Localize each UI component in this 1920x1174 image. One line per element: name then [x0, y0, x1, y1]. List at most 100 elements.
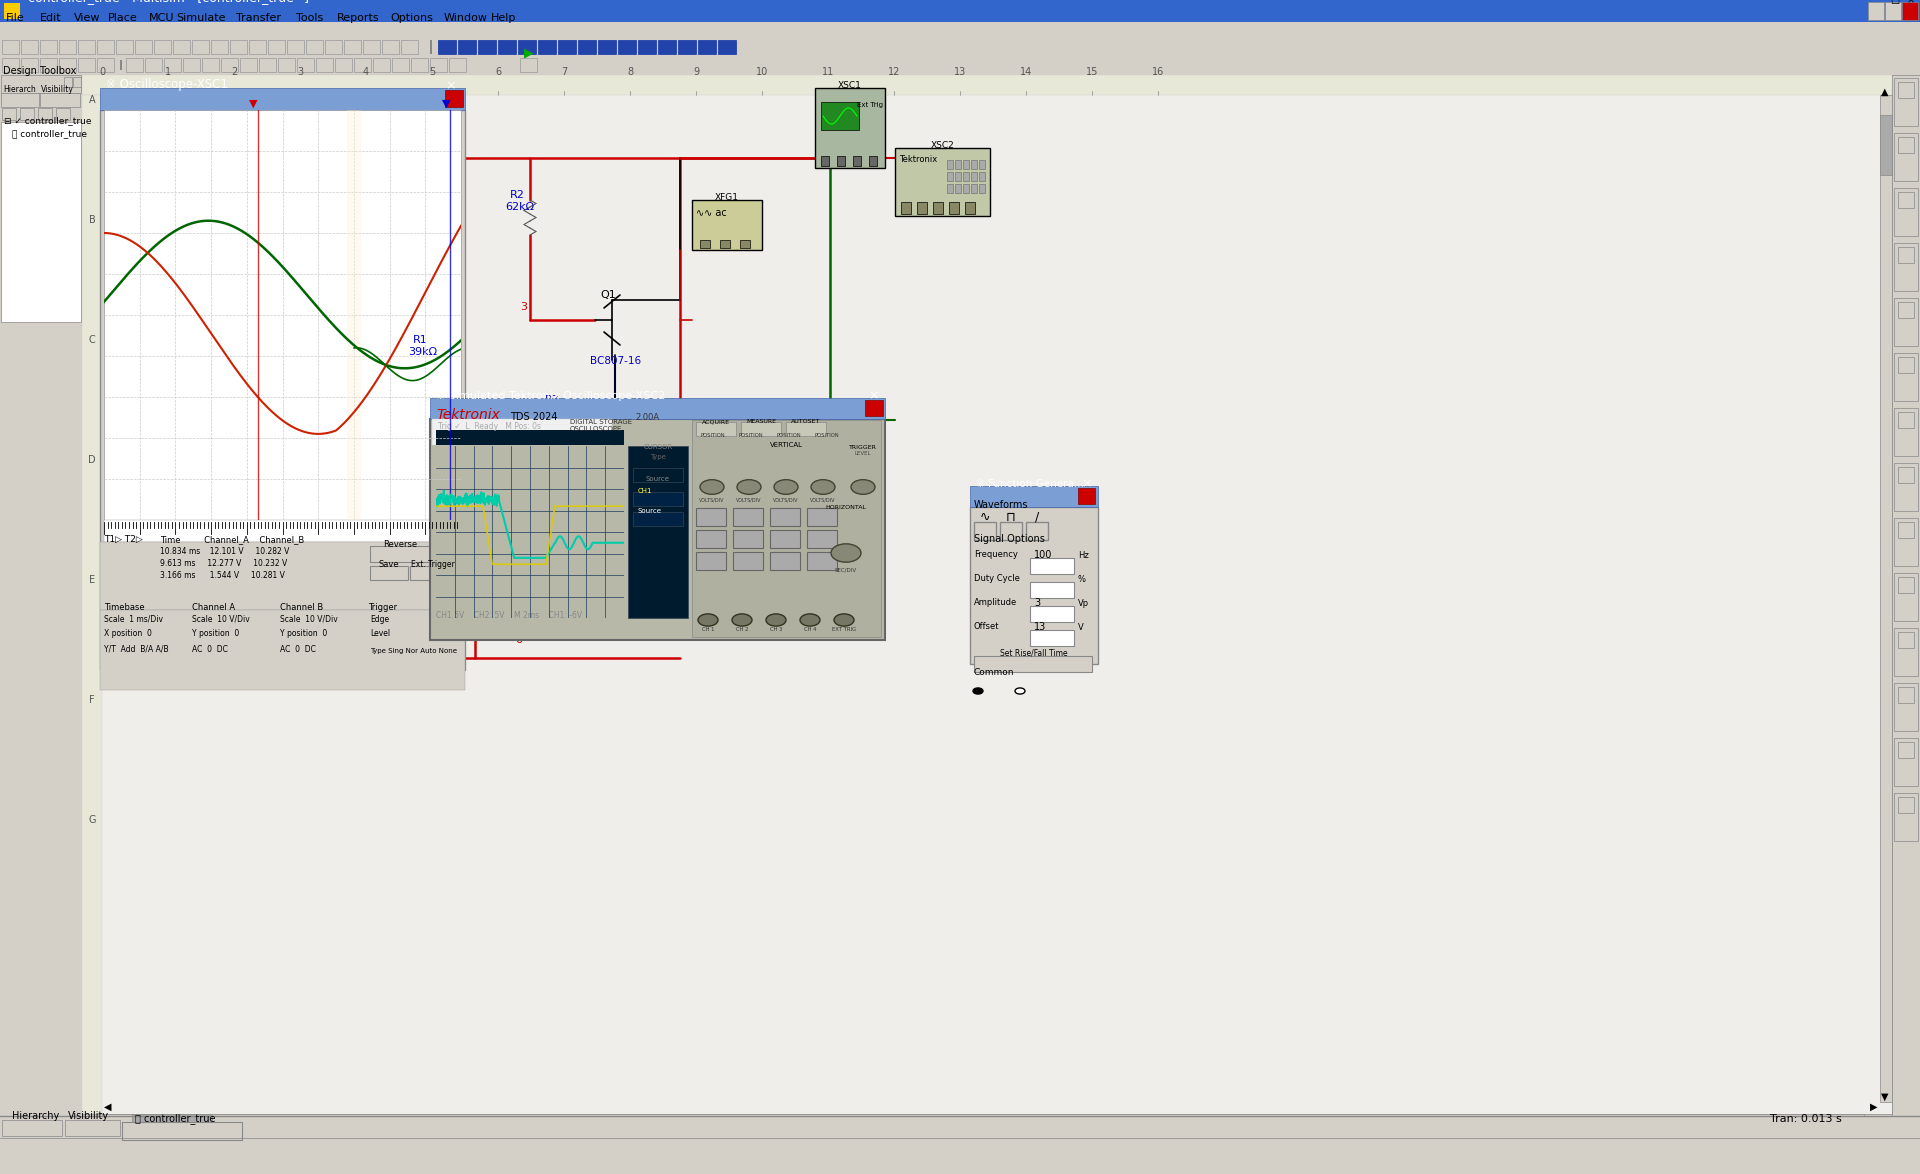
- Bar: [739, 239, 751, 248]
- Bar: [1893, 243, 1918, 291]
- Bar: [733, 508, 762, 526]
- Bar: [637, 40, 657, 54]
- Bar: [134, 40, 152, 54]
- Text: U1: U1: [580, 520, 595, 529]
- Bar: [250, 40, 267, 54]
- Text: Tools: Tools: [296, 13, 323, 23]
- Bar: [518, 40, 536, 54]
- Text: E: E: [88, 575, 96, 585]
- Bar: [695, 508, 726, 526]
- Bar: [1899, 742, 1914, 758]
- Bar: [964, 160, 970, 169]
- Bar: [438, 40, 457, 54]
- Bar: [154, 40, 171, 54]
- Bar: [182, 58, 200, 72]
- Bar: [60, 40, 77, 54]
- Bar: [432, 419, 612, 445]
- Bar: [100, 610, 465, 690]
- Text: 9.613 ms     12.277 V     10.232 V: 9.613 ms 12.277 V 10.232 V: [159, 559, 288, 568]
- Bar: [1899, 687, 1914, 703]
- Bar: [79, 58, 94, 72]
- Text: TRIGGER: TRIGGER: [849, 445, 877, 450]
- Bar: [1893, 792, 1918, 841]
- Text: Waveforms: Waveforms: [973, 500, 1029, 510]
- Text: T1▷ T2▷: T1▷ T2▷: [104, 535, 142, 544]
- Text: Source: Source: [637, 508, 662, 514]
- Bar: [954, 173, 962, 181]
- Bar: [2, 58, 19, 72]
- Bar: [538, 40, 557, 54]
- Text: POSITION: POSITION: [701, 433, 726, 438]
- Bar: [1899, 247, 1914, 263]
- Bar: [115, 40, 132, 54]
- Bar: [392, 58, 409, 72]
- Text: CH1: CH1: [637, 488, 653, 494]
- Bar: [578, 40, 595, 54]
- Text: 10: 10: [756, 67, 768, 77]
- Bar: [65, 1120, 119, 1136]
- Text: XSC2: XSC2: [931, 141, 954, 150]
- Text: Duty Cycle: Duty Cycle: [973, 574, 1020, 583]
- Text: 3.166 ms      1.544 V     10.281 V: 3.166 ms 1.544 V 10.281 V: [159, 571, 284, 580]
- Text: ∿: ∿: [979, 511, 991, 524]
- Text: BC807-16: BC807-16: [589, 356, 641, 366]
- Bar: [1029, 582, 1073, 598]
- Text: Scale  10 V/Div: Scale 10 V/Div: [192, 615, 250, 625]
- Bar: [966, 202, 975, 214]
- Text: R3: R3: [545, 394, 561, 405]
- Bar: [1880, 95, 1891, 1102]
- Text: MEASURE: MEASURE: [747, 419, 776, 424]
- Text: Set Rise/Fall Time: Set Rise/Fall Time: [1000, 649, 1068, 657]
- Bar: [4, 4, 19, 19]
- Text: 100kΩ: 100kΩ: [530, 452, 566, 463]
- Bar: [40, 93, 81, 107]
- Bar: [618, 40, 636, 54]
- Text: Tektronix: Tektronix: [899, 155, 937, 164]
- Text: 2: 2: [230, 67, 238, 77]
- Text: Edge: Edge: [371, 615, 390, 625]
- Text: Frequency: Frequency: [973, 549, 1018, 559]
- Text: Level: Level: [371, 629, 390, 637]
- Bar: [334, 58, 351, 72]
- Bar: [979, 160, 985, 169]
- Text: 12: 12: [887, 67, 900, 77]
- Circle shape: [701, 480, 724, 494]
- Bar: [2, 40, 19, 54]
- Text: 15: 15: [1087, 67, 1098, 77]
- Text: File: File: [6, 13, 25, 23]
- Circle shape: [699, 614, 718, 626]
- Bar: [0, 38, 1920, 56]
- Text: LEVEL: LEVEL: [854, 451, 872, 456]
- Text: VOLTS/DIV: VOLTS/DIV: [735, 498, 762, 502]
- Bar: [933, 202, 943, 214]
- Bar: [964, 173, 970, 181]
- Bar: [1903, 2, 1918, 20]
- Bar: [1893, 298, 1918, 346]
- Bar: [1893, 77, 1918, 126]
- Bar: [634, 512, 684, 526]
- Text: CH 3: CH 3: [770, 627, 781, 632]
- Bar: [100, 110, 465, 670]
- Text: Reverse: Reverse: [382, 540, 417, 549]
- Bar: [286, 40, 303, 54]
- Bar: [1899, 522, 1914, 538]
- Text: ×: ×: [868, 389, 879, 402]
- Text: Source: Source: [645, 475, 670, 483]
- Text: ▼: ▼: [1882, 1092, 1889, 1102]
- Text: 100: 100: [1035, 549, 1052, 560]
- Bar: [954, 184, 962, 193]
- Text: POSITION: POSITION: [814, 433, 839, 438]
- Text: 39kΩ: 39kΩ: [407, 348, 438, 357]
- Bar: [1029, 558, 1073, 574]
- Bar: [298, 58, 315, 72]
- Bar: [1880, 115, 1891, 175]
- Text: D: D: [88, 456, 96, 465]
- Bar: [1893, 628, 1918, 676]
- Bar: [83, 95, 102, 1114]
- Bar: [382, 40, 399, 54]
- Bar: [73, 77, 81, 87]
- Bar: [430, 58, 447, 72]
- Text: C: C: [88, 335, 96, 345]
- Text: VOLTS/DIV: VOLTS/DIV: [699, 498, 724, 502]
- Bar: [401, 40, 419, 54]
